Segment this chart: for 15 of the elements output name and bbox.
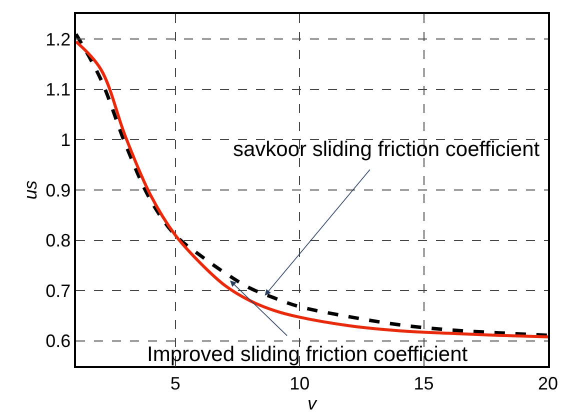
annotation: Improved sliding friction coefficient [147, 343, 468, 366]
y-axis-title: us [20, 180, 40, 200]
x-tick-label: 10 [290, 373, 310, 394]
y-tick-label: 1 [60, 130, 71, 150]
x-tick-label: 20 [538, 373, 558, 394]
y-tick-label: 0.9 [46, 180, 71, 200]
x-tick-label: 15 [414, 373, 434, 394]
y-tick-label: 0.7 [46, 280, 71, 301]
y-tick-label: 1.1 [46, 80, 71, 100]
y-tick-label: 0.8 [46, 230, 71, 251]
y-tick-label: 0.6 [46, 331, 71, 352]
annotation: savkoor sliding friction coefficient [233, 138, 540, 161]
x-tick-label: 5 [170, 373, 180, 394]
y-tick-label: 1.2 [46, 29, 71, 50]
x-axis-title: v [308, 393, 318, 414]
